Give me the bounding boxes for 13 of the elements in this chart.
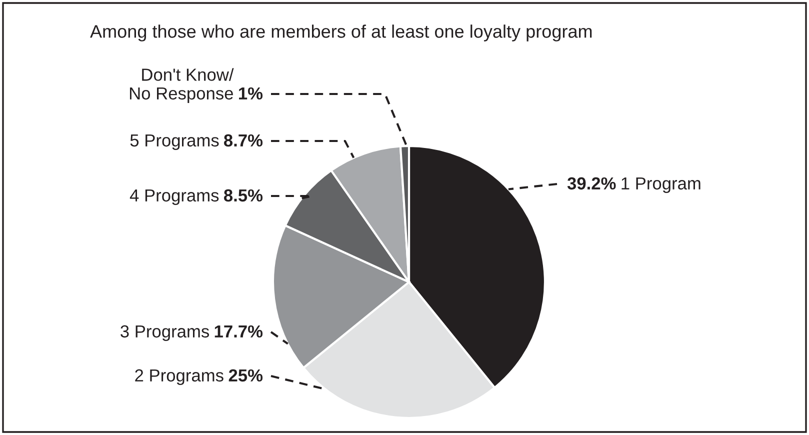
- slice-label: 2 Programs: [135, 369, 224, 385]
- data-label: 8.7%: [224, 134, 263, 147]
- data-label: 17.7%: [214, 325, 263, 338]
- slice-label: 4 Programs: [130, 189, 219, 205]
- data-label: 1%: [239, 87, 263, 100]
- data-label: 25%: [228, 369, 263, 382]
- slice-label: 3 Programs: [120, 325, 210, 341]
- slice-label: Don't Know/ No Response: [130, 68, 234, 103]
- chart-title: Among those who are members of at least one loyalty program: [90, 24, 592, 42]
- slice-label: 5 Programs: [130, 134, 219, 150]
- data-label: 39.2%: [567, 177, 616, 190]
- slice-label: 1 Program: [622, 177, 700, 193]
- data-label: 8.5%: [224, 189, 263, 202]
